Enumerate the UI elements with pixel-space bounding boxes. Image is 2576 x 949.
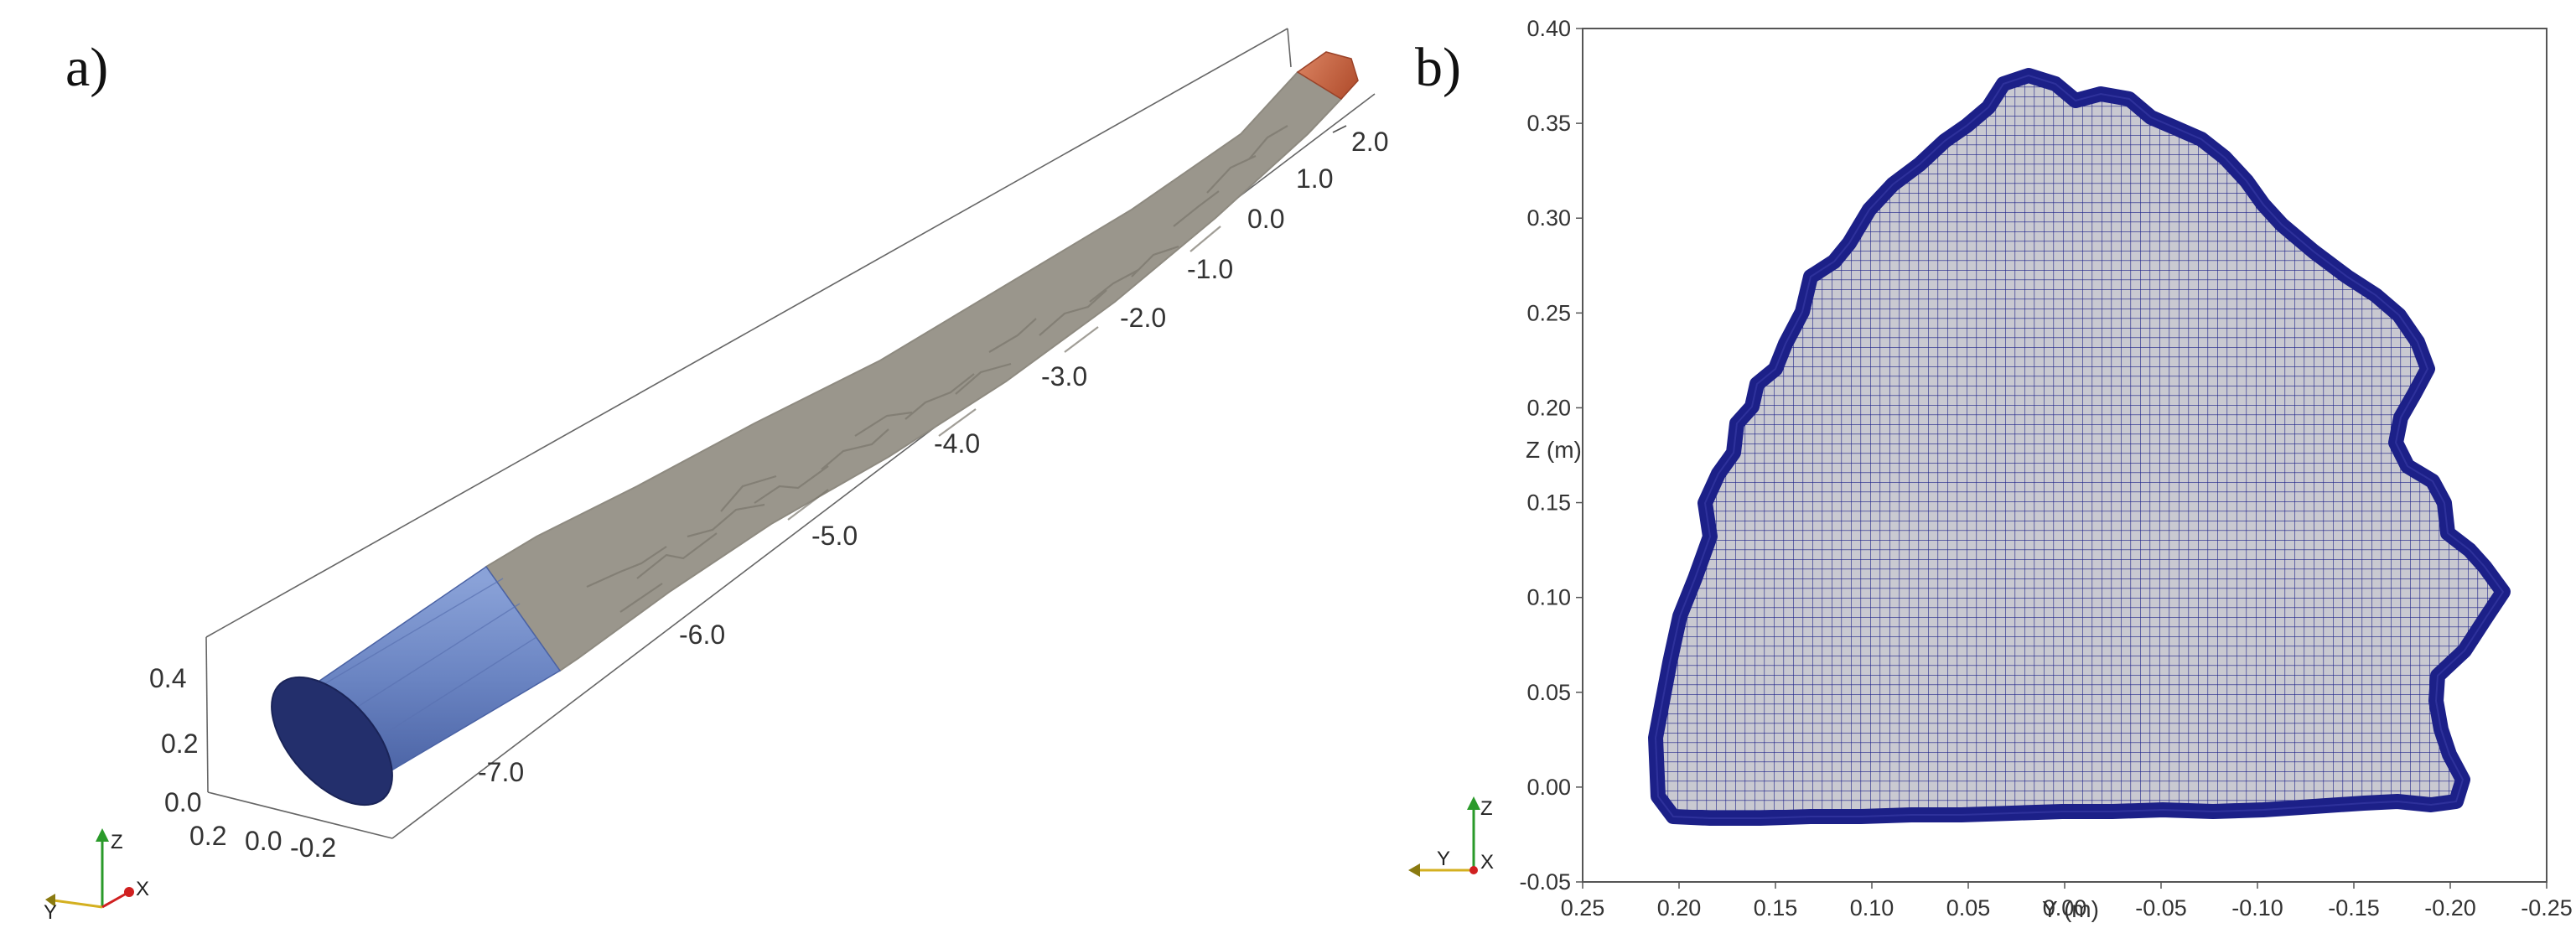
y-tick-label: 0.05 bbox=[1946, 895, 1991, 920]
z-tick-label: 0.05 bbox=[1526, 680, 1571, 705]
z-tick-label: 0.30 bbox=[1526, 205, 1571, 231]
y-tick-label: -0.05 bbox=[2135, 895, 2187, 920]
panel-a-y-ticks: 0.2 0.0 -0.2 bbox=[189, 821, 336, 863]
y-tick-label: 0.00 bbox=[2043, 895, 2087, 920]
z-tick-label: 0.35 bbox=[1526, 111, 1571, 136]
y-tick-label: -0.25 bbox=[2521, 895, 2573, 920]
outlet-cap bbox=[1296, 51, 1359, 100]
z-tick-label: 0.00 bbox=[1526, 775, 1571, 800]
x-tick-label: -4.0 bbox=[934, 428, 980, 459]
triad-y-label: Y bbox=[44, 901, 57, 924]
z-axis-label: Z (m) bbox=[1526, 437, 1582, 463]
panel-a-z-ticks: 0.4 0.2 0.0 bbox=[149, 663, 201, 817]
inlet-shading bbox=[318, 578, 537, 755]
y-tick-label: 0.10 bbox=[1850, 895, 1894, 920]
x-tick-label: -1.0 bbox=[1187, 254, 1233, 284]
panel-b-label: b) bbox=[1415, 37, 1461, 98]
rock-sample-body bbox=[485, 70, 1343, 672]
inlet-face bbox=[271, 676, 393, 806]
y-axis-label: Y (m) bbox=[2042, 896, 2099, 922]
rock-surface-texture bbox=[586, 125, 1288, 613]
y-tick-label: -0.2 bbox=[290, 832, 336, 863]
y-tick-label: 0.25 bbox=[1561, 895, 1605, 920]
triad-x-label: X bbox=[136, 878, 149, 900]
y-tick-label: 0.2 bbox=[189, 821, 226, 851]
orientation-triad-b: Z Y X bbox=[1408, 796, 1494, 877]
y-tick-label: -0.15 bbox=[2328, 895, 2380, 920]
y-tick-label: -0.20 bbox=[2424, 895, 2476, 920]
triad-z-label: Z bbox=[1480, 797, 1493, 820]
y-tick-label: -0.10 bbox=[2231, 895, 2283, 920]
panel-b-z-ticks: 0.40 0.35 0.30 0.25 0.20 0.15 0.10 0.05 0.00 -0.0… bbox=[1519, 16, 1583, 895]
panel-a-x-ticks: 2.0 1.0 0.0 -1.0 -2.0 -3.0 -4.0 -5.0 -6.… bbox=[478, 125, 1388, 787]
z-tick-label: 0.0 bbox=[164, 787, 201, 817]
x-tick-label: -6.0 bbox=[679, 620, 725, 650]
mesh-cross-section bbox=[1648, 68, 2511, 826]
z-tick-label: 0.2 bbox=[161, 729, 198, 759]
panel-b: b) 0.40 0.35 0.30 0.25 0.20 0.15 0.10 0.05 0.00 -… bbox=[1408, 16, 2573, 922]
z-tick-label: 0.10 bbox=[1526, 585, 1571, 610]
y-tick-label: 0.0 bbox=[245, 826, 282, 856]
x-tick-label: 2.0 bbox=[1351, 127, 1388, 157]
z-tick-label: 0.4 bbox=[149, 663, 186, 693]
panel-a: a) bbox=[44, 28, 1388, 924]
triad-x-label: X bbox=[1480, 851, 1494, 874]
z-tick-label: 0.20 bbox=[1526, 395, 1571, 420]
triad-y-label: Y bbox=[1437, 848, 1450, 870]
x-tick-label: -3.0 bbox=[1041, 361, 1087, 392]
z-tick-label: -0.05 bbox=[1519, 869, 1571, 895]
x-tick-label: 1.0 bbox=[1296, 163, 1333, 194]
x-tick-label: -5.0 bbox=[811, 521, 858, 551]
orientation-triad-a: Z Y X bbox=[44, 828, 149, 924]
z-tick-label: 0.15 bbox=[1526, 490, 1571, 516]
x-tick-label: -7.0 bbox=[478, 757, 524, 787]
x-tick-label: -2.0 bbox=[1120, 303, 1166, 333]
x-tick-label: 0.0 bbox=[1247, 204, 1284, 234]
z-tick-label: 0.40 bbox=[1526, 16, 1571, 41]
y-tick-label: 0.15 bbox=[1754, 895, 1798, 920]
panel-b-y-ticks: 0.25 0.20 0.15 0.10 0.05 0.00 -0.05 -0.10 -0.15 -… bbox=[1561, 882, 2573, 920]
z-tick-label: 0.25 bbox=[1526, 300, 1571, 325]
triad-z-label: Z bbox=[111, 831, 123, 853]
y-tick-label: 0.20 bbox=[1657, 895, 1702, 920]
panel-a-label: a) bbox=[65, 37, 108, 98]
